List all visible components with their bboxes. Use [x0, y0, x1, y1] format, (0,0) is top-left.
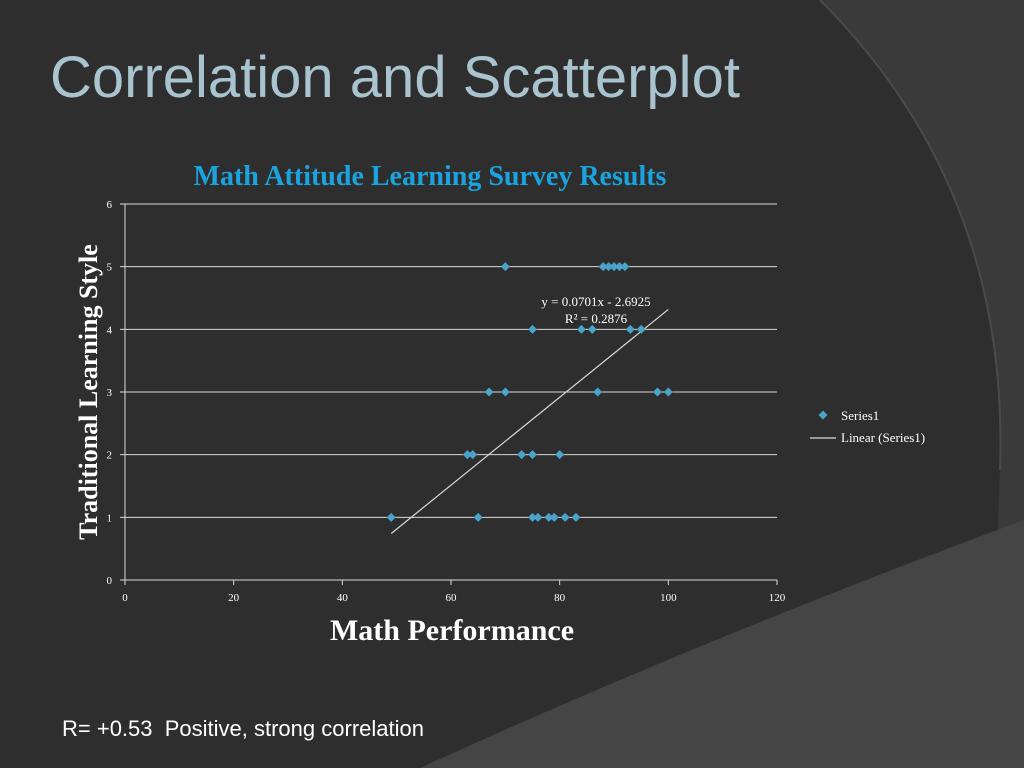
legend-trendline-label: Linear (Series1) [841, 430, 925, 445]
x-tick-label: 80 [554, 592, 566, 604]
trendline-group [390, 308, 669, 534]
y-tick-label: 2 [107, 450, 113, 462]
legend-series1-label: Series1 [841, 408, 879, 423]
data-point [663, 387, 673, 397]
data-point [533, 512, 543, 522]
data-point [636, 324, 646, 334]
data-point [620, 262, 630, 272]
trendline-r-squared: R² = 0.2876 [565, 311, 628, 326]
y-tick-label: 6 [107, 199, 113, 211]
data-point [604, 262, 614, 272]
y-axis-label: Traditional Learning Style [74, 244, 103, 540]
y-tick-label: 5 [107, 262, 113, 274]
correlation-caption: R= +0.53 Positive, strong correlation [62, 716, 424, 741]
data-point [560, 512, 570, 522]
data-point [500, 262, 510, 272]
data-point [555, 450, 565, 460]
data-point [593, 387, 603, 397]
y-tick-label: 0 [107, 575, 113, 587]
data-point [528, 512, 537, 522]
y-tick-label: 1 [107, 512, 113, 524]
background-swoosh-lower [420, 520, 1024, 768]
y-tick-label: 3 [107, 387, 113, 399]
trendline [390, 308, 669, 534]
data-point [614, 262, 624, 272]
x-tick-label: 0 [122, 592, 128, 604]
data-point [517, 450, 527, 460]
data-point [571, 512, 581, 522]
chart-legend: Series1 Linear (Series1) [810, 408, 925, 445]
x-tick-label: 20 [228, 592, 240, 604]
data-point [549, 512, 559, 522]
background-arc-line [819, 0, 1002, 471]
x-tick-label: 60 [446, 592, 458, 604]
data-point [484, 387, 494, 397]
data-point [473, 512, 483, 522]
data-point [544, 512, 554, 522]
data-point [528, 324, 537, 334]
legend-series1-marker [818, 410, 828, 420]
x-axis-label: Math Performance [330, 614, 574, 647]
data-point [598, 262, 608, 272]
x-tick-label: 40 [337, 592, 349, 604]
data-point [609, 262, 619, 272]
x-axis-ticks: 0 20 40 60 80 100 120 [122, 580, 786, 604]
data-point [625, 324, 635, 334]
data-point [652, 387, 662, 397]
data-point [468, 450, 478, 460]
data-point [386, 512, 396, 522]
data-point [500, 387, 510, 397]
data-point [528, 450, 537, 460]
series1-points [386, 262, 673, 522]
trendline-equation: y = 0.0701x - 2.6925 [541, 294, 650, 309]
slide-title: Correlation and Scatterplot [50, 45, 740, 110]
x-tick-label: 120 [769, 592, 786, 604]
chart-gridlines [125, 203, 777, 518]
y-tick-label: 4 [107, 324, 113, 336]
data-point [462, 450, 472, 460]
x-tick-label: 100 [660, 592, 677, 604]
background-swoosh-upper [820, 0, 1024, 768]
data-point [576, 324, 586, 334]
data-point [587, 324, 597, 334]
chart-title: Math Attitude Learning Survey Results [194, 161, 667, 192]
y-axis-ticks: 0 1 2 3 4 5 6 [107, 199, 125, 587]
